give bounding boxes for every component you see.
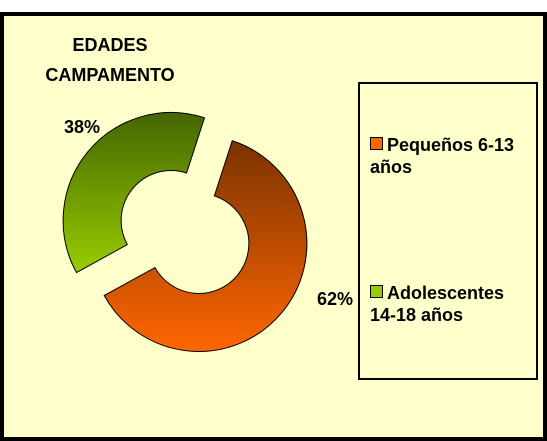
legend-entry: Pequeños 6-13 años	[370, 134, 535, 178]
data-label: 38%	[64, 117, 100, 137]
legend-swatch	[370, 285, 383, 298]
chart-title: EDADES	[72, 35, 147, 55]
doughnut-segment	[62, 112, 206, 274]
data-label: 62%	[317, 289, 353, 309]
legend: Pequeños 6-13 años Adolescentes 14-18 año…	[358, 82, 538, 380]
legend-label: Adolescentes 14-18 años	[370, 283, 505, 325]
legend-label: Pequeños 6-13 años	[370, 135, 515, 177]
chart-title: CAMPAMENTO	[45, 65, 174, 85]
legend-swatch	[370, 137, 383, 150]
legend-entry: Adolescentes 14-18 años	[370, 282, 535, 326]
doughnut-segment	[103, 140, 308, 352]
